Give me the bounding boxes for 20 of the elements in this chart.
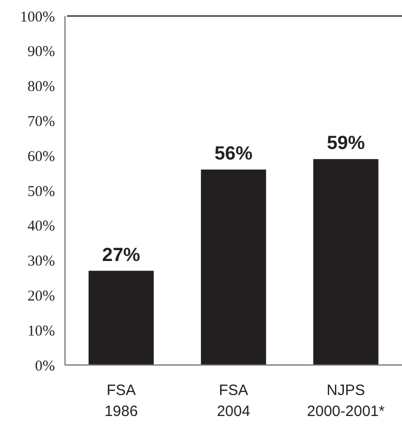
y-tick-label: 30% xyxy=(28,254,55,270)
y-tick-label: 100% xyxy=(20,9,55,26)
y-tick-label: 60% xyxy=(28,148,55,165)
x-tick-label: FSA 2004 xyxy=(216,382,250,420)
data-label: 27% xyxy=(102,244,140,266)
data-label: 59% xyxy=(326,133,365,154)
x-tick-label: NJPS 2000-2001* xyxy=(307,382,385,420)
x-tick-label: FSA 1986 xyxy=(104,382,138,420)
y-tick-label: 50% xyxy=(28,184,55,200)
y-tick-label: 70% xyxy=(28,114,55,130)
y-tick-label: 20% xyxy=(28,288,55,304)
y-tick-label: 10% xyxy=(28,323,55,340)
y-tick-label: 0% xyxy=(35,358,55,374)
bar xyxy=(88,270,154,365)
data-label: 56% xyxy=(214,144,253,165)
bar xyxy=(313,159,378,365)
y-tick-label: 90% xyxy=(28,44,55,60)
y-tick-label: 40% xyxy=(28,218,55,235)
y-tick-label: 80% xyxy=(28,79,55,96)
bar xyxy=(200,170,266,365)
